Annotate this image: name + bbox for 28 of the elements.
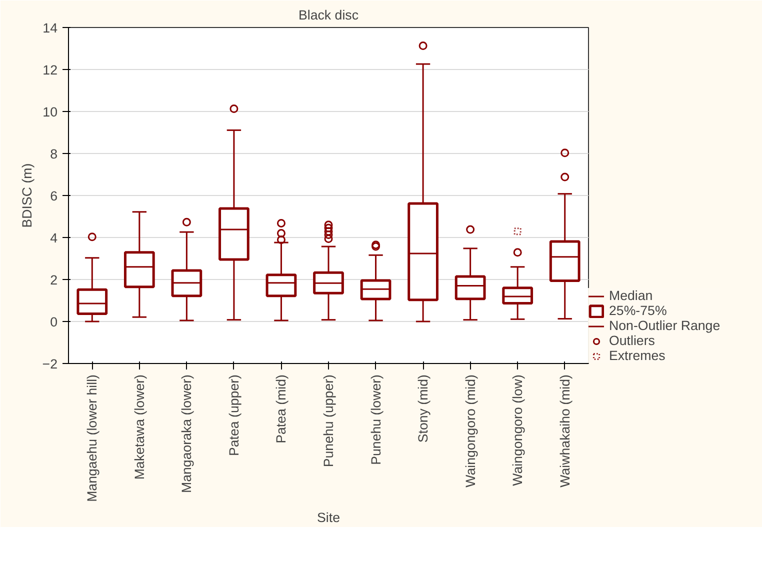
y-tick-label: 8 (50, 146, 58, 162)
x-tick-label: Mangaehu (lower hill) (84, 374, 100, 502)
x-tick-label: Mangaoraka (lower) (179, 374, 194, 494)
y-tick-label: 0 (50, 314, 58, 330)
y-axis-title: BDISC (m) (19, 163, 34, 228)
text: Median (609, 288, 653, 303)
x-tick-label: Punehu (upper) (321, 374, 336, 468)
x-tick-label: Patea (mid) (274, 374, 289, 444)
text: Non-Outlier Range (609, 318, 720, 333)
y-tick-label: 10 (42, 104, 58, 120)
text: Outliers (609, 333, 655, 348)
x-tick-label: Maketawa (lower) (132, 374, 147, 480)
legend-label: 25%-75% (609, 303, 667, 318)
legend-label: Extremes (609, 348, 666, 363)
x-axis-title: Site (317, 510, 340, 525)
x-tick-label: Patea (upper) (226, 374, 242, 456)
y-tick-label: 12 (42, 62, 58, 78)
x-tick-label: Waingongoro (low) (510, 374, 526, 486)
y-tick-label: 14 (42, 20, 58, 36)
x-tick-label: Waiwhakaiho (mid) (557, 374, 572, 488)
x-tick-label: Waingongoro (mid) (462, 374, 478, 488)
y-tick-label: 4 (50, 230, 58, 246)
x-tick-label: Stony (mid) (416, 374, 431, 443)
y-tick-label: 6 (50, 188, 58, 204)
chart-title: Black disc (298, 8, 359, 22)
y-tick-label: −2 (42, 356, 58, 372)
x-tick-label: Punehu (lower) (368, 374, 384, 465)
y-tick-label: 2 (50, 272, 58, 288)
